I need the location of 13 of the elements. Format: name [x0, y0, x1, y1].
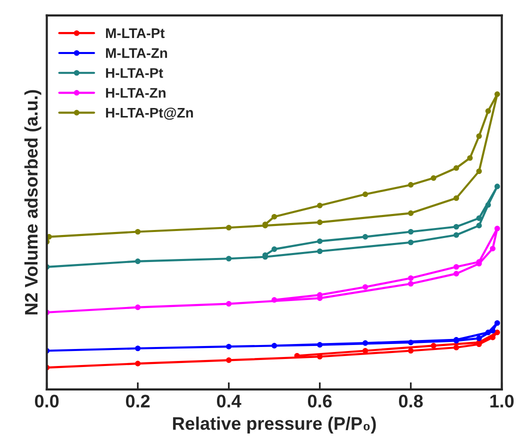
legend-label: M-LTA-Zn — [106, 48, 168, 58]
x-tick-label: 0.2 — [126, 394, 150, 408]
y-axis-title: N2 Volume adsorbed (a.u.) — [24, 90, 42, 314]
x-tick-label: 0.4 — [216, 394, 242, 408]
x-axis-title: Relative pressure (P/P₀) — [173, 416, 376, 434]
legend-label: M-LTA-Pt — [106, 28, 165, 38]
x-tick-label: 1.0 — [490, 394, 514, 408]
x-tick-label: 0.6 — [308, 394, 332, 408]
legend-label: H-LTA-Pt — [106, 68, 164, 78]
x-tick-label: 0.8 — [398, 394, 423, 408]
legend-label: H-LTA-Pt@Zn — [106, 108, 193, 120]
legend-label: H-LTA-Zn — [106, 88, 166, 98]
x-tick-label: 0.0 — [34, 394, 59, 408]
